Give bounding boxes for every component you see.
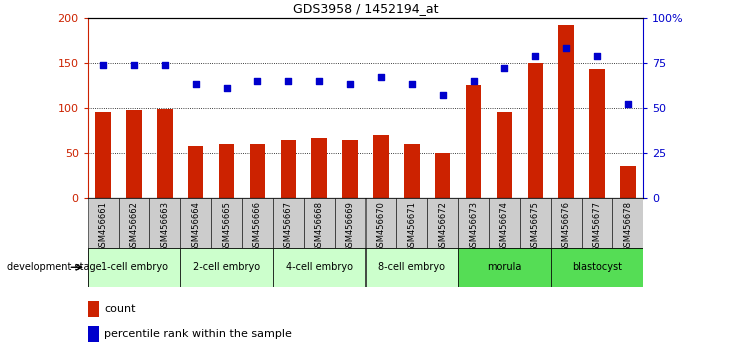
Title: GDS3958 / 1452194_at: GDS3958 / 1452194_at	[292, 2, 439, 15]
Bar	[304, 198, 335, 248]
Text: GSM456674: GSM456674	[500, 201, 509, 252]
Text: GSM456666: GSM456666	[253, 201, 262, 252]
Bar	[466, 85, 481, 198]
Text: GSM456664: GSM456664	[192, 201, 200, 252]
Bar	[242, 198, 273, 248]
Point	[221, 85, 232, 91]
Point	[499, 65, 510, 71]
Bar	[219, 144, 235, 198]
Bar	[273, 248, 366, 287]
Point	[344, 82, 356, 87]
Bar	[311, 138, 327, 198]
Text: GSM456669: GSM456669	[346, 201, 355, 252]
Bar	[374, 135, 389, 198]
Point	[375, 74, 387, 80]
Text: GSM456662: GSM456662	[129, 201, 138, 252]
Text: blastocyst: blastocyst	[572, 262, 622, 272]
Text: 8-cell embryo: 8-cell embryo	[379, 262, 445, 272]
Point	[406, 82, 417, 87]
Point	[437, 92, 449, 98]
Point	[529, 53, 541, 58]
Bar	[181, 248, 273, 287]
Bar	[181, 198, 211, 248]
Bar	[118, 198, 149, 248]
Text: GSM456677: GSM456677	[593, 201, 602, 252]
Point	[622, 102, 634, 107]
Text: GSM456661: GSM456661	[99, 201, 107, 252]
Bar	[558, 25, 574, 198]
Point	[314, 78, 325, 84]
Bar	[88, 198, 118, 248]
Bar	[613, 198, 643, 248]
Bar	[458, 248, 550, 287]
Text: 4-cell embryo: 4-cell embryo	[286, 262, 352, 272]
Bar	[458, 198, 489, 248]
Text: GSM456670: GSM456670	[376, 201, 385, 252]
Text: GSM456676: GSM456676	[561, 201, 571, 252]
Point	[560, 46, 572, 51]
Text: GSM456671: GSM456671	[407, 201, 416, 252]
Text: morula: morula	[487, 262, 522, 272]
Text: GSM456678: GSM456678	[624, 201, 632, 252]
Bar	[550, 198, 582, 248]
Bar	[404, 144, 420, 198]
Point	[190, 82, 202, 87]
Text: GSM456667: GSM456667	[284, 201, 293, 252]
Bar	[582, 198, 613, 248]
Bar	[496, 113, 512, 198]
Text: 1-cell embryo: 1-cell embryo	[101, 262, 167, 272]
Bar	[188, 146, 203, 198]
Point	[251, 78, 263, 84]
Bar	[435, 153, 450, 198]
Bar	[550, 248, 643, 287]
Bar	[589, 69, 605, 198]
Text: GSM456675: GSM456675	[531, 201, 539, 252]
Text: GSM456672: GSM456672	[438, 201, 447, 252]
Point	[159, 62, 171, 68]
Point	[591, 53, 603, 58]
Bar	[281, 139, 296, 198]
Bar	[366, 198, 396, 248]
Text: 2-cell embryo: 2-cell embryo	[193, 262, 260, 272]
Point	[282, 78, 294, 84]
Bar	[427, 198, 458, 248]
Point	[97, 62, 109, 68]
Bar	[250, 144, 265, 198]
Text: count: count	[105, 304, 136, 314]
Point	[128, 62, 140, 68]
Bar	[342, 139, 357, 198]
Text: GSM456673: GSM456673	[469, 201, 478, 252]
Bar	[396, 198, 427, 248]
Text: development stage: development stage	[7, 262, 102, 272]
Bar	[88, 301, 99, 317]
Bar	[520, 198, 550, 248]
Bar	[157, 109, 173, 198]
Bar	[489, 198, 520, 248]
Bar	[366, 248, 458, 287]
Bar	[126, 110, 142, 198]
Point	[468, 78, 480, 84]
Bar	[273, 198, 304, 248]
Bar	[149, 198, 181, 248]
Bar	[620, 166, 635, 198]
Bar	[88, 248, 181, 287]
Bar	[211, 198, 242, 248]
Text: GSM456668: GSM456668	[315, 201, 324, 252]
Bar	[96, 113, 111, 198]
Bar	[528, 63, 543, 198]
Text: GSM456663: GSM456663	[160, 201, 170, 252]
Text: percentile rank within the sample: percentile rank within the sample	[105, 329, 292, 339]
Bar	[335, 198, 366, 248]
Bar	[88, 326, 99, 342]
Text: GSM456665: GSM456665	[222, 201, 231, 252]
